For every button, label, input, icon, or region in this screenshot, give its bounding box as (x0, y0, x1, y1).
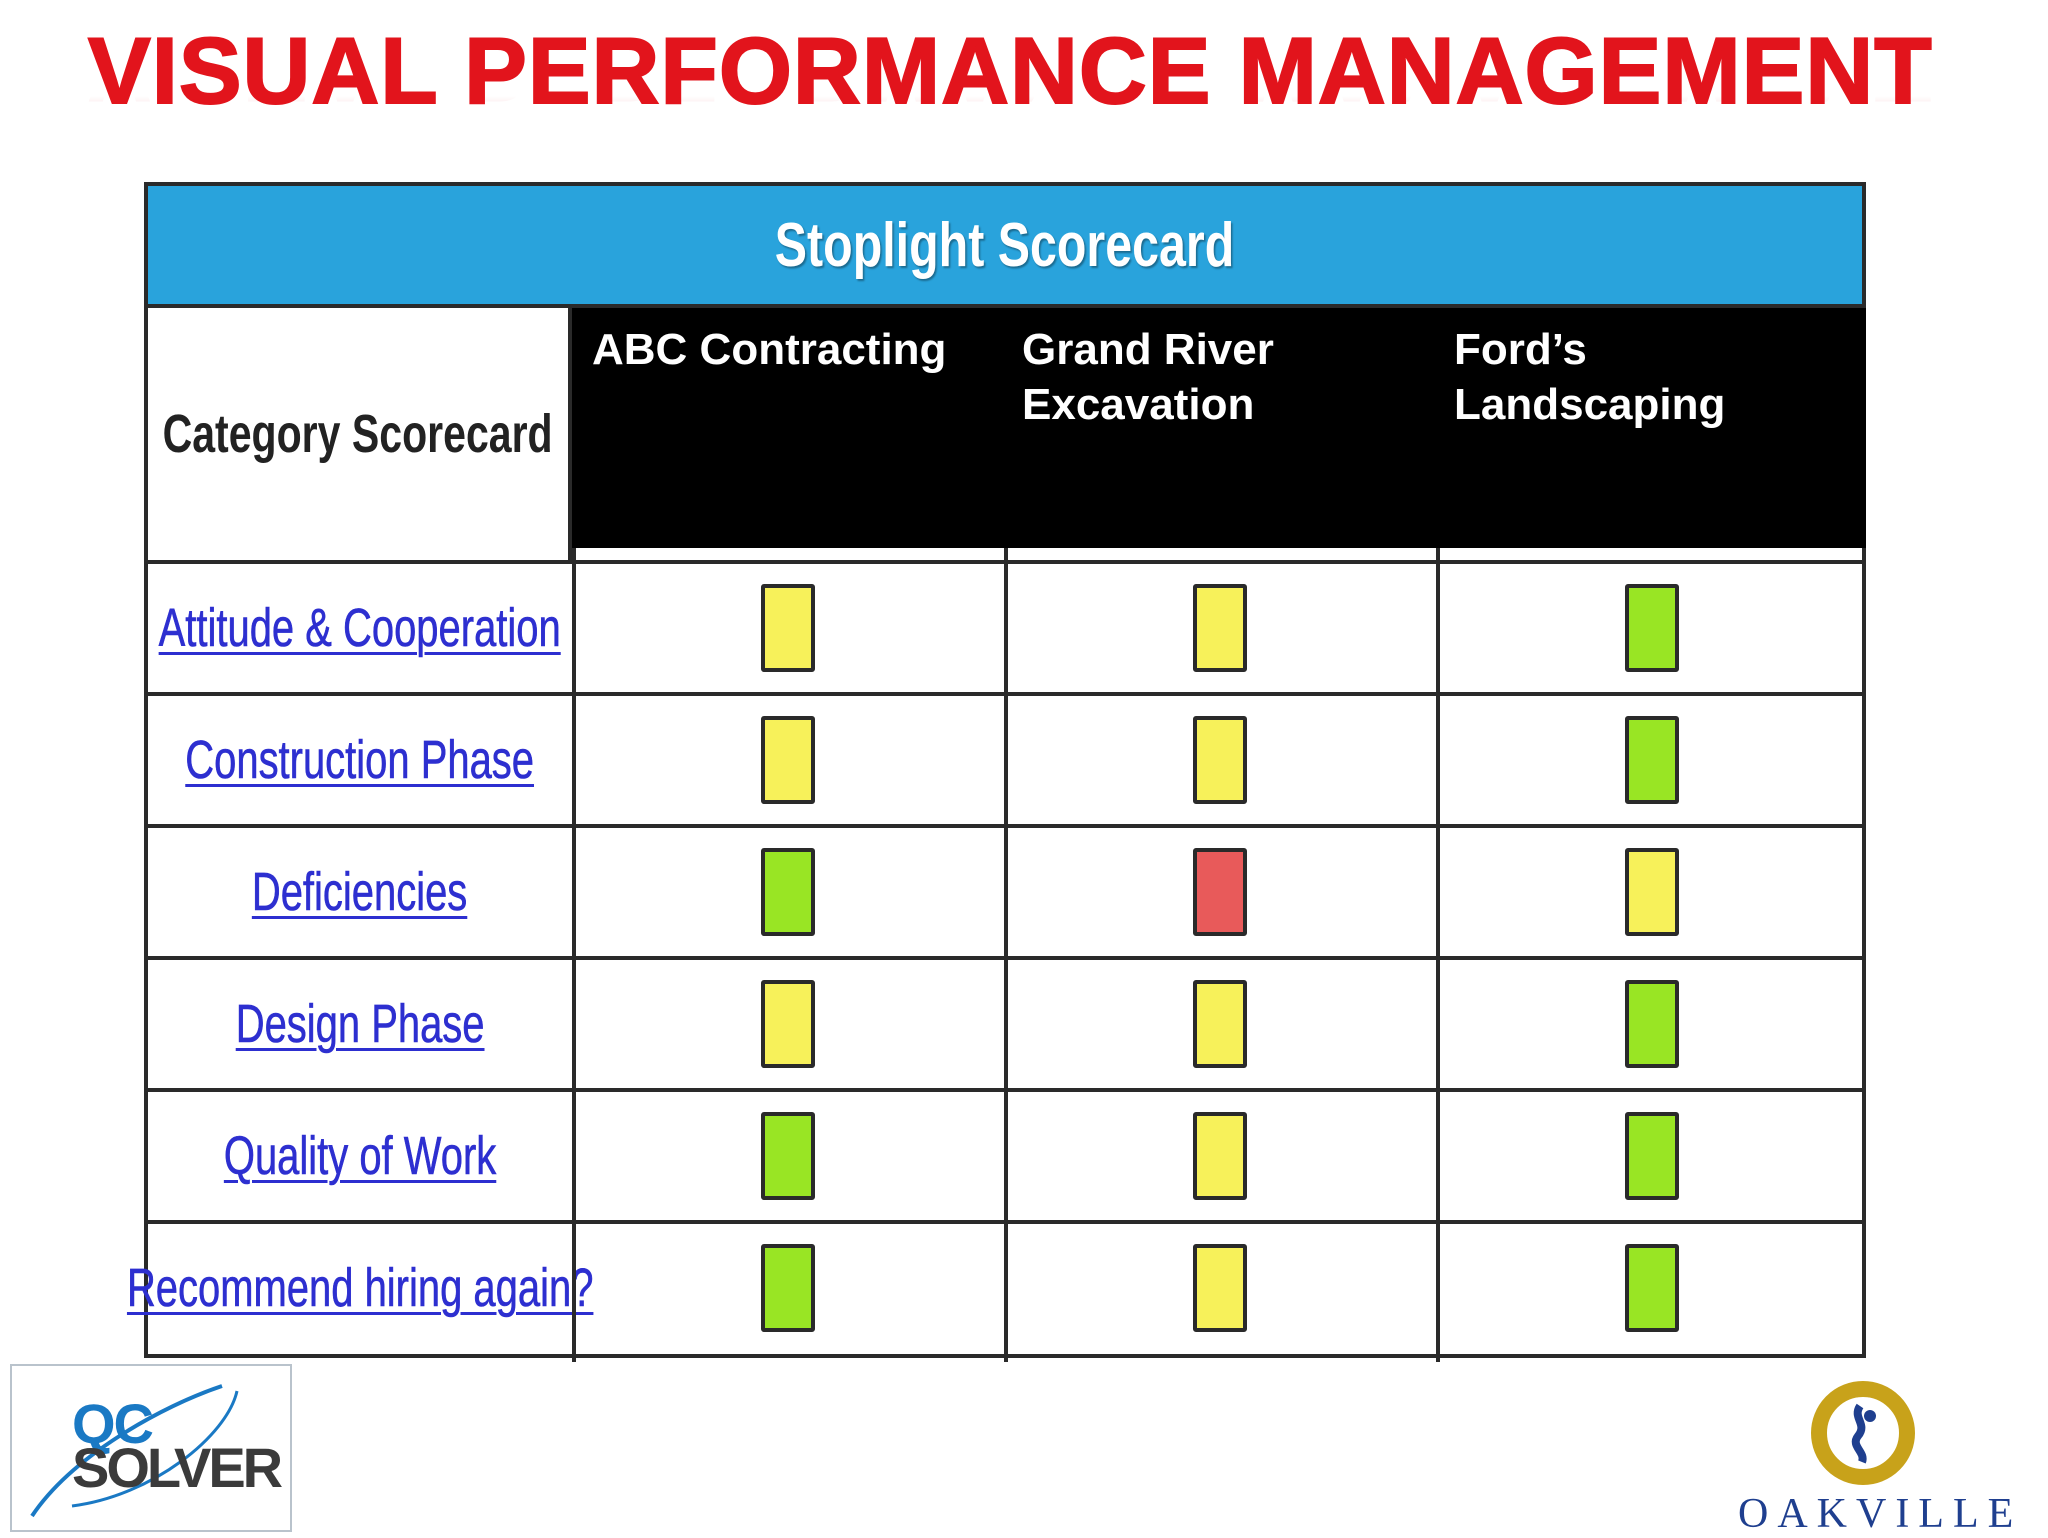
category-header-label: Category Scorecard (162, 404, 554, 464)
oakville-wordmark: OAKVILLE (1738, 1491, 2023, 1537)
status-light-green (1625, 584, 1679, 672)
slide-title-area: VISUAL PERFORMANCE MANAGEMENT VISUAL PER… (87, 18, 1933, 164)
category-column-header: Category Scorecard (148, 308, 572, 560)
status-light-green (761, 848, 815, 936)
status-light-yellow (1193, 584, 1247, 672)
status-light-yellow (1193, 980, 1247, 1068)
company-name-line1: Grand River (1022, 325, 1274, 374)
qc-solver-logo-line1: QC (72, 1392, 154, 1455)
status-light-yellow (761, 980, 815, 1068)
scorecard-title: Stoplight Scorecard (775, 210, 1235, 280)
company-header-grand-river-excavation: Grand River Excavation (1022, 322, 1442, 432)
status-light-green (1625, 1244, 1679, 1332)
status-light-yellow (761, 716, 815, 804)
category-link[interactable]: Quality of Work (223, 1126, 497, 1187)
category-link[interactable]: Design Phase (235, 994, 485, 1055)
column-divider (572, 548, 576, 1362)
category-link[interactable]: Recommend hiring again? (126, 1258, 594, 1319)
company-header-band: ABC Contracting Grand River Excavation F… (572, 308, 1866, 548)
category-cell: Construction Phase (148, 696, 572, 824)
company-header-abc-contracting: ABC Contracting (592, 322, 1012, 377)
status-light-green (1625, 716, 1679, 804)
company-header-fords-landscaping: Ford’s Landscaping (1454, 322, 1874, 432)
stoplight-scorecard-table: Stoplight Scorecard Category Scorecard A… (127, 182, 1866, 1362)
category-cell: Deficiencies (148, 828, 572, 956)
swoosh-icon (30, 1384, 239, 1518)
category-cell: Quality of Work (148, 1092, 572, 1220)
status-light-green (1625, 1112, 1679, 1200)
category-link[interactable]: Attitude & Cooperation (158, 598, 562, 659)
company-name-line1: Ford’s (1454, 325, 1587, 374)
category-link[interactable]: Construction Phase (185, 730, 535, 791)
status-light-yellow (761, 584, 815, 672)
slide-title-reflection: VISUAL PERFORMANCE MANAGEMENT (88, 66, 1933, 116)
qc-solver-logo-line2: SOLVER (72, 1436, 283, 1499)
qc-solver-logo: QC SOLVER (10, 1364, 292, 1532)
slide-title: VISUAL PERFORMANCE MANAGEMENT (87, 18, 1933, 123)
scorecard-header: Stoplight Scorecard (148, 186, 1862, 308)
company-name-line2: Excavation (1022, 380, 1255, 429)
status-light-green (1625, 980, 1679, 1068)
column-divider (1004, 548, 1008, 1362)
status-light-red (1193, 848, 1247, 936)
status-light-yellow (1193, 1244, 1247, 1332)
status-light-yellow (1625, 848, 1679, 936)
oakville-emblem-icon (1811, 1381, 1915, 1485)
column-divider (1436, 548, 1440, 1362)
company-name-line1: ABC Contracting (592, 325, 947, 374)
status-light-green (761, 1244, 815, 1332)
category-cell: Recommend hiring again? (127, 1224, 594, 1352)
category-cell: Design Phase (148, 960, 572, 1088)
company-name-line2: Landscaping (1454, 380, 1726, 429)
status-light-yellow (1193, 1112, 1247, 1200)
category-cell: Attitude & Cooperation (148, 564, 572, 692)
status-light-green (761, 1112, 815, 1200)
category-link[interactable]: Deficiencies (252, 862, 468, 923)
status-light-yellow (1193, 716, 1247, 804)
